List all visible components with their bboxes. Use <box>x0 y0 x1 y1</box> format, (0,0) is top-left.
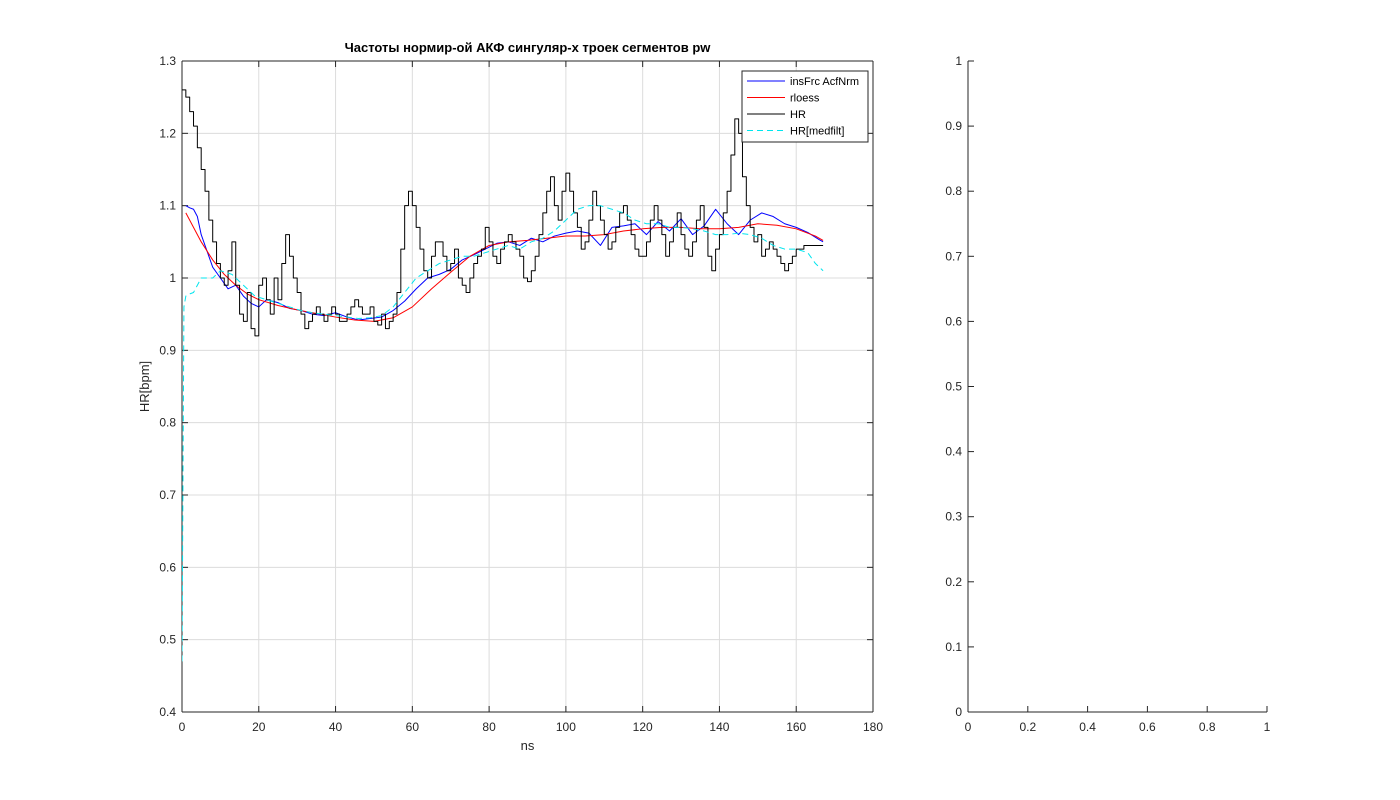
chart1-plot-area <box>182 61 873 712</box>
chart2-y-tick-label: 0.9 <box>945 119 962 133</box>
chart2-x-tick-label: 0.4 <box>1079 720 1096 734</box>
series-line-hr <box>182 89 824 337</box>
chart2-y-tick-label: 0.7 <box>945 249 962 263</box>
chart2-y-tick-label: 0 <box>955 705 962 719</box>
chart1-x-tick-label: 160 <box>786 720 806 734</box>
chart2-y-tick-label: 0.4 <box>945 445 962 459</box>
chart2-plot-area <box>968 61 1267 712</box>
chart1-y-tick-label: 0.4 <box>159 705 176 719</box>
chart1-y-tick-label: 1 <box>169 271 176 285</box>
main-chart-axes: 0 20 40 60 80 100 120 140 160 180 0.4 0.5 0.6 0.7 0.8 0… <box>137 40 883 753</box>
chart2-y-tick-label: 0.2 <box>945 575 962 589</box>
chart2-y-tick-label: 0.6 <box>945 314 962 328</box>
series-line-rloess <box>185 212 824 322</box>
chart2-y-tick-label: 0.3 <box>945 510 962 524</box>
chart2-y-tick-label: 0.5 <box>945 380 962 394</box>
chart2-y-tick-label: 0.8 <box>945 184 962 198</box>
chart1-x-tick-label: 100 <box>556 720 576 734</box>
chart1-series-group <box>182 89 824 662</box>
chart1-y-tick-label: 1.3 <box>159 54 176 68</box>
chart1-y-tick-label: 1.2 <box>159 126 176 140</box>
legend-entry-label: rloess <box>790 93 820 105</box>
chart1-x-axis-label: ns <box>521 738 535 753</box>
chart2-x-tick-label: 0.2 <box>1019 720 1036 734</box>
chart1-x-tick-label: 120 <box>633 720 653 734</box>
chart2-x-tick-label: 0.6 <box>1139 720 1156 734</box>
chart1-y-tick-label: 0.9 <box>159 343 176 357</box>
chart2-y-tick-label: 1 <box>955 54 962 68</box>
chart2-x-tick-label: 0 <box>965 720 972 734</box>
chart1-y-tick-label: 0.8 <box>159 416 176 430</box>
chart1-title: Частоты нормир-ой АКФ сингуляр-х троек с… <box>345 40 712 55</box>
chart1-x-tick-label: 180 <box>863 720 883 734</box>
legend-entry-label: insFrc AcfNrm <box>790 76 859 88</box>
chart1-x-tick-label: 40 <box>329 720 343 734</box>
chart1-x-tick-label: 0 <box>179 720 186 734</box>
chart1-x-tick-label: 80 <box>482 720 496 734</box>
chart2-x-tick-label: 1 <box>1264 720 1271 734</box>
legend-entry-label: HR[medfilt] <box>790 126 844 138</box>
chart1-x-tick-label: 140 <box>709 720 729 734</box>
chart1-legend: insFrc AcfNrm rloess HR HR[medfilt] <box>741 70 869 143</box>
series-line-hr-medfilt <box>182 205 824 662</box>
chart1-x-tick-label: 60 <box>406 720 420 734</box>
empty-chart-axes: 0 0.2 0.4 0.6 0.8 1 0 0.1 0.2 0.3 0.4 0.5 0.6 0.7 0.8 0… <box>945 54 1270 734</box>
chart1-y-tick-label: 0.6 <box>159 560 176 574</box>
chart1-y-tick-label: 0.5 <box>159 633 176 647</box>
chart1-y-tick-label: 1.1 <box>159 199 176 213</box>
chart1-x-tick-label: 20 <box>252 720 266 734</box>
chart2-x-tick-label: 0.8 <box>1199 720 1216 734</box>
chart1-y-axis-label: HR[bpm] <box>137 361 152 412</box>
legend-entry-label: HR <box>790 109 806 121</box>
chart1-y-tick-label: 0.7 <box>159 488 176 502</box>
chart2-y-tick-label: 0.1 <box>945 640 962 654</box>
